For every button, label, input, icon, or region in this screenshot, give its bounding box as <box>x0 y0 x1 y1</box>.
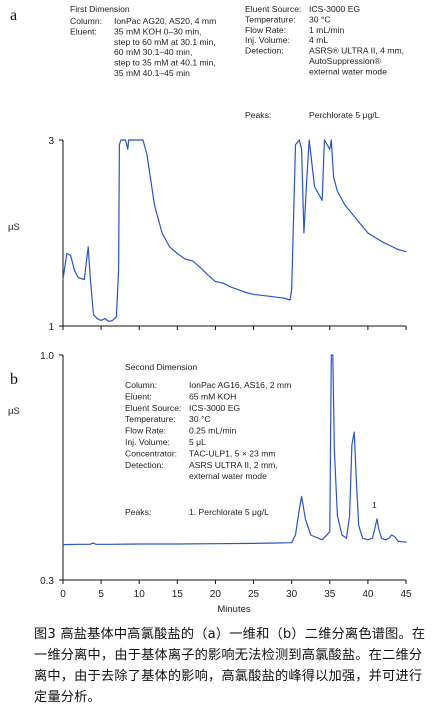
panel-b-x-tick-label: 10 <box>134 589 146 600</box>
panel-b-ylabel: μS <box>8 406 20 417</box>
panel-a-y-tick-label: 1 <box>48 322 54 333</box>
panel-a-left-param-value: 35 mM 40.1–45 min <box>114 68 190 78</box>
figure-caption: 图3 高盐基体中高氯酸盐的（a）一维和（b）二维分离色谱图。在一维分离中，由于基… <box>34 627 426 705</box>
panel-b-param-value: 5 μL <box>189 437 206 447</box>
panel-a-right-param-value: 4 mL <box>309 35 328 45</box>
panel-b-x-tick-label: 35 <box>324 589 336 600</box>
panel-a-left-param-value: 35 mM KOH 0–30 min, <box>114 26 201 36</box>
panel-b-x-tick-label: 25 <box>248 589 260 600</box>
panel-b-param-value: 30 °C <box>189 414 211 424</box>
panel-b-param-name: Detection: <box>125 460 164 470</box>
panel-a-left-param-name: Eluent: <box>70 26 97 36</box>
panel-a-axes: 31 <box>48 136 407 333</box>
panel-b-peaks-value: 1. Perchlorate 5 μg/L <box>189 507 269 517</box>
panel-a-right-param-name: Eluent Source: <box>245 4 301 14</box>
panel-b-x-tick-label: 0 <box>60 589 66 600</box>
panel-a-left-param-name: Column: <box>70 16 102 26</box>
panel-a-left-param-value: IonPac AG20, AS20, 4 mm <box>114 16 216 26</box>
panel-b-y-tick-label: 1.0 <box>40 351 54 362</box>
panel-a-right-param-name: Inj. Volume: <box>245 35 290 45</box>
panel-b-param-value: ICS-3000 EG <box>189 403 240 413</box>
panel-a-ylabel: μS <box>8 222 20 233</box>
panel-a-left-param-value: step to 60 mM at 30.1 min, <box>114 37 216 47</box>
panel-a-right-param-name: Flow Rate: <box>245 25 286 35</box>
panel-a-y-tick-label: 3 <box>48 136 54 147</box>
panel-b-param-value: 0.25 mL/min <box>189 426 237 436</box>
panel-a-left-param-value: 60 mM 30.1–40 min, <box>114 47 192 57</box>
panel-b-param-name: Flow Rate: <box>125 426 166 436</box>
panel-b-param-value: 65 mM KOH <box>189 391 236 401</box>
panel-a-title: First Dimension <box>70 4 130 14</box>
figure-canvas: a First Dimension Column: IonPac AG20, AS2… <box>8 4 412 615</box>
panel-b-plot-area <box>62 354 407 546</box>
panel-a-right-param-value: ICS-3000 EG <box>309 4 360 14</box>
panel-a-right-param-value: AutoSuppression® <box>309 56 381 66</box>
panel-b-param-value: TAC-ULP1, 5 × 23 mm <box>189 448 276 458</box>
panel-b-param-name: Temperature: <box>125 414 176 424</box>
panel-b-x-tick-label: 45 <box>400 589 412 600</box>
panel-b-param-value: IonPac AG16, AS16, 2 mm <box>189 380 291 390</box>
panel-b-x-tick-label: 40 <box>362 589 374 600</box>
panel-b-param-name: Inj. Volume: <box>125 437 170 447</box>
panel-b-peaks-name: Peaks: <box>125 507 151 517</box>
panel-b-param-name: Eluent Source: <box>125 403 181 413</box>
panel-a-peaks-value: Perchlorate 5 μg/L <box>309 110 380 120</box>
panel-b-chromatogram-trace <box>62 354 407 546</box>
panel-a-right-param-name: Detection: <box>245 46 284 56</box>
panel-b-x-tick-label: 5 <box>98 589 104 600</box>
panel-b-x-tick-label: 30 <box>286 589 298 600</box>
panel-b-param-value: ASRS ULTRA II, 2 mm, <box>189 460 278 470</box>
panel-a-right-param-value: 30 °C <box>309 14 331 24</box>
panel-a-right-param-value: ASRS® ULTRA II, 4 mm, <box>309 46 404 56</box>
panel-b-y-tick-label: 0.3 <box>40 576 54 587</box>
panel-a-letter: a <box>10 7 17 24</box>
panel-a-parameters: First Dimension Column: IonPac AG20, AS20,… <box>70 4 404 120</box>
panel-a-plot-area <box>62 139 407 322</box>
panel-b-title: Second Dimension <box>125 362 197 372</box>
panel-b-xlabel: Minutes <box>217 604 251 615</box>
panel-b-param-name: Eluent: <box>125 391 152 401</box>
panel-a-right-param-value: external water mode <box>309 66 387 76</box>
panel-b-parameters: Second Dimension Column: IonPac AG16, AS16… <box>125 362 291 517</box>
panel-b-x-tick-label: 20 <box>210 589 222 600</box>
panel-b-x-tick-label: 15 <box>172 589 184 600</box>
panel-b-param-value: external water mode <box>189 471 267 481</box>
panel-b-axes: 1.0 0.3 0 5 10 15 20 25 30 35 40 45 <box>40 351 412 600</box>
panel-a-chromatogram-trace <box>62 139 407 322</box>
panel-a-left-param-value: step to 35 mM at 40.1 min, <box>114 58 216 68</box>
panel-b-param-name: Concentrator: <box>125 448 177 458</box>
panel-b-param-name: Column: <box>125 380 157 390</box>
panel-a-peaks-name: Peaks: <box>245 110 271 120</box>
perchlorate-peak-label: 1 <box>372 500 377 510</box>
panel-a-right-param-name: Temperature: <box>245 14 296 24</box>
panel-b-letter: b <box>10 371 18 388</box>
panel-a-right-param-value: 1 mL/min <box>309 25 345 35</box>
